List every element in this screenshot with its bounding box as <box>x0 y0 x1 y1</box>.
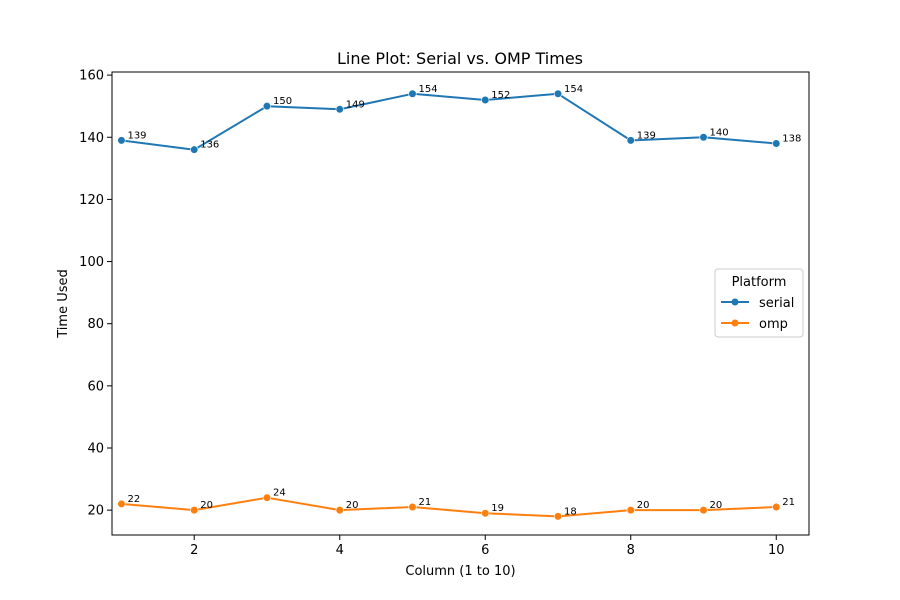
plot-area: 139 136 150 149 154 152 154 139 140 138 22 20 24 20 21… <box>111 71 810 536</box>
data-label-serial: 139 <box>127 130 146 141</box>
y-tick-label: 40 <box>87 441 104 456</box>
data-label-serial: 152 <box>491 90 510 101</box>
series-line-serial <box>121 92 777 151</box>
data-point-serial <box>190 145 199 154</box>
data-label-omp: 24 <box>273 488 286 499</box>
legend-marker-omp <box>731 319 739 327</box>
x-tick-label: 10 <box>768 543 785 558</box>
data-label-serial: 138 <box>782 133 801 144</box>
legend-marker-serial <box>731 298 739 306</box>
y-tick-label: 80 <box>87 317 104 332</box>
data-label-omp: 20 <box>200 500 213 511</box>
data-point-omp <box>626 506 635 515</box>
data-label-omp: 21 <box>418 497 431 508</box>
series-layer <box>117 89 781 521</box>
data-point-omp <box>408 502 417 512</box>
data-point-omp <box>772 502 781 512</box>
y-tick-label: 20 <box>87 504 104 519</box>
data-label-omp: 21 <box>782 497 795 508</box>
data-point-serial <box>772 139 781 148</box>
x-axis-label: Column (1 to 10) <box>405 564 515 579</box>
legend-label-serial: serial <box>759 296 794 311</box>
legend: Platform serial omp <box>714 268 804 338</box>
legend-label-omp: omp <box>759 317 788 332</box>
x-axis: 2 4 6 8 10 <box>190 535 785 558</box>
data-point-omp <box>699 506 708 515</box>
data-point-serial <box>335 105 344 114</box>
data-point-omp <box>117 499 126 509</box>
data-label-omp: 20 <box>346 500 359 511</box>
data-label-omp: 20 <box>637 500 650 511</box>
series-line-omp <box>121 496 777 518</box>
data-point-serial <box>408 89 417 98</box>
legend-item-serial: serial <box>721 296 794 311</box>
legend-item-omp: omp <box>721 317 788 332</box>
data-label-serial: 140 <box>710 127 729 138</box>
data-label-omp: 19 <box>491 503 504 514</box>
data-point-serial <box>553 89 563 98</box>
legend-title: Platform <box>732 275 787 290</box>
data-label-serial: 154 <box>418 84 437 95</box>
data-label-serial: 154 <box>564 84 583 95</box>
y-tick-label: 100 <box>79 255 104 270</box>
data-point-serial <box>481 95 490 105</box>
data-label-omp: 18 <box>564 506 577 517</box>
data-point-serial <box>117 136 126 145</box>
y-tick-label: 60 <box>87 379 104 394</box>
data-label-serial: 149 <box>346 99 365 110</box>
data-point-omp <box>190 506 199 515</box>
y-tick-label: 120 <box>79 193 104 208</box>
y-tick-label: 140 <box>79 131 104 146</box>
axes-frame <box>111 71 810 536</box>
data-label-serial: 136 <box>200 140 219 151</box>
x-tick-label: 4 <box>336 543 344 558</box>
x-tick-label: 8 <box>627 543 635 558</box>
chart-title: Line Plot: Serial vs. OMP Times <box>337 49 583 68</box>
data-label-serial: 139 <box>637 130 656 141</box>
data-point-serial <box>699 133 708 142</box>
y-axis: 20 40 60 80 100 120 140 160 <box>79 69 112 519</box>
data-label-omp: 22 <box>127 494 140 505</box>
data-point-omp <box>335 506 344 515</box>
data-label-serial: 150 <box>273 96 292 107</box>
data-point-serial <box>262 102 272 111</box>
data-point-omp <box>262 493 272 502</box>
data-label-omp: 20 <box>710 500 723 511</box>
data-point-serial <box>626 136 635 145</box>
data-point-omp <box>553 512 563 521</box>
x-tick-label: 2 <box>190 543 198 558</box>
y-tick-label: 160 <box>79 69 104 84</box>
y-axis-label: Time Used <box>56 269 71 339</box>
legend-box <box>714 268 804 338</box>
data-label-layer: 139 136 150 149 154 152 154 139 140 138 22 20 24 20 21… <box>127 84 801 518</box>
data-point-omp <box>481 509 490 518</box>
x-tick-label: 6 <box>481 543 489 558</box>
